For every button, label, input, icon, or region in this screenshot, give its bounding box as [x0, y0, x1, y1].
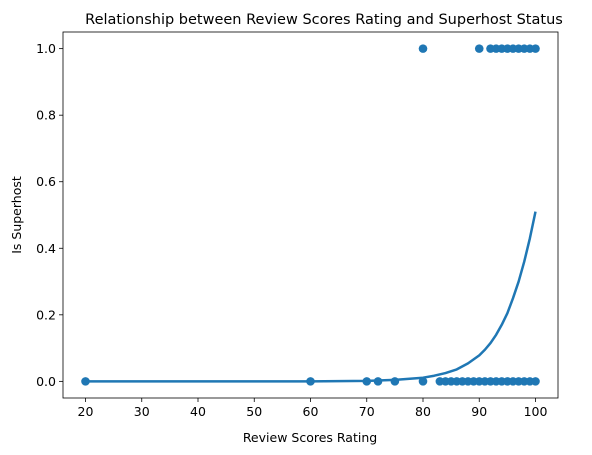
- x-tick-label: 60: [303, 404, 319, 419]
- plot-frame: [62, 31, 559, 399]
- y-tick-label: 0.4: [36, 241, 56, 256]
- x-axis: 20 30 40 50 60 70 80 90 100: [78, 398, 548, 419]
- x-tick-label: 80: [415, 404, 431, 419]
- y-tick-label: 0.2: [36, 307, 56, 322]
- scatter-point: [531, 44, 540, 53]
- scatter-point: [390, 377, 400, 386]
- x-tick-label: 30: [134, 404, 150, 419]
- scatter-point: [531, 377, 540, 386]
- y-axis-label: Is Superhost: [9, 176, 24, 254]
- chart-title: Relationship between Review Scores Ratin…: [85, 12, 563, 28]
- y-tick-label: 1.0: [36, 41, 56, 56]
- x-tick-label: 50: [246, 404, 262, 419]
- y-tick-label: 0.8: [36, 108, 56, 123]
- x-tick-label: 70: [359, 404, 375, 419]
- x-tick-label: 40: [190, 404, 206, 419]
- plot-area: [81, 44, 540, 386]
- regression-line: [85, 211, 537, 383]
- y-tick-label: 0.6: [36, 174, 56, 189]
- scatter-point: [474, 44, 484, 53]
- scatter-point: [418, 377, 428, 386]
- y-tick-label: 0.0: [36, 374, 56, 389]
- x-tick-label: 20: [78, 404, 94, 419]
- x-tick-label: 100: [524, 404, 548, 419]
- x-tick-label: 90: [471, 404, 487, 419]
- scatter-point: [418, 44, 428, 53]
- x-axis-label: Review Scores Rating: [243, 430, 377, 445]
- y-axis: 0.0 0.2 0.4 0.6 0.8 1.0: [36, 41, 63, 389]
